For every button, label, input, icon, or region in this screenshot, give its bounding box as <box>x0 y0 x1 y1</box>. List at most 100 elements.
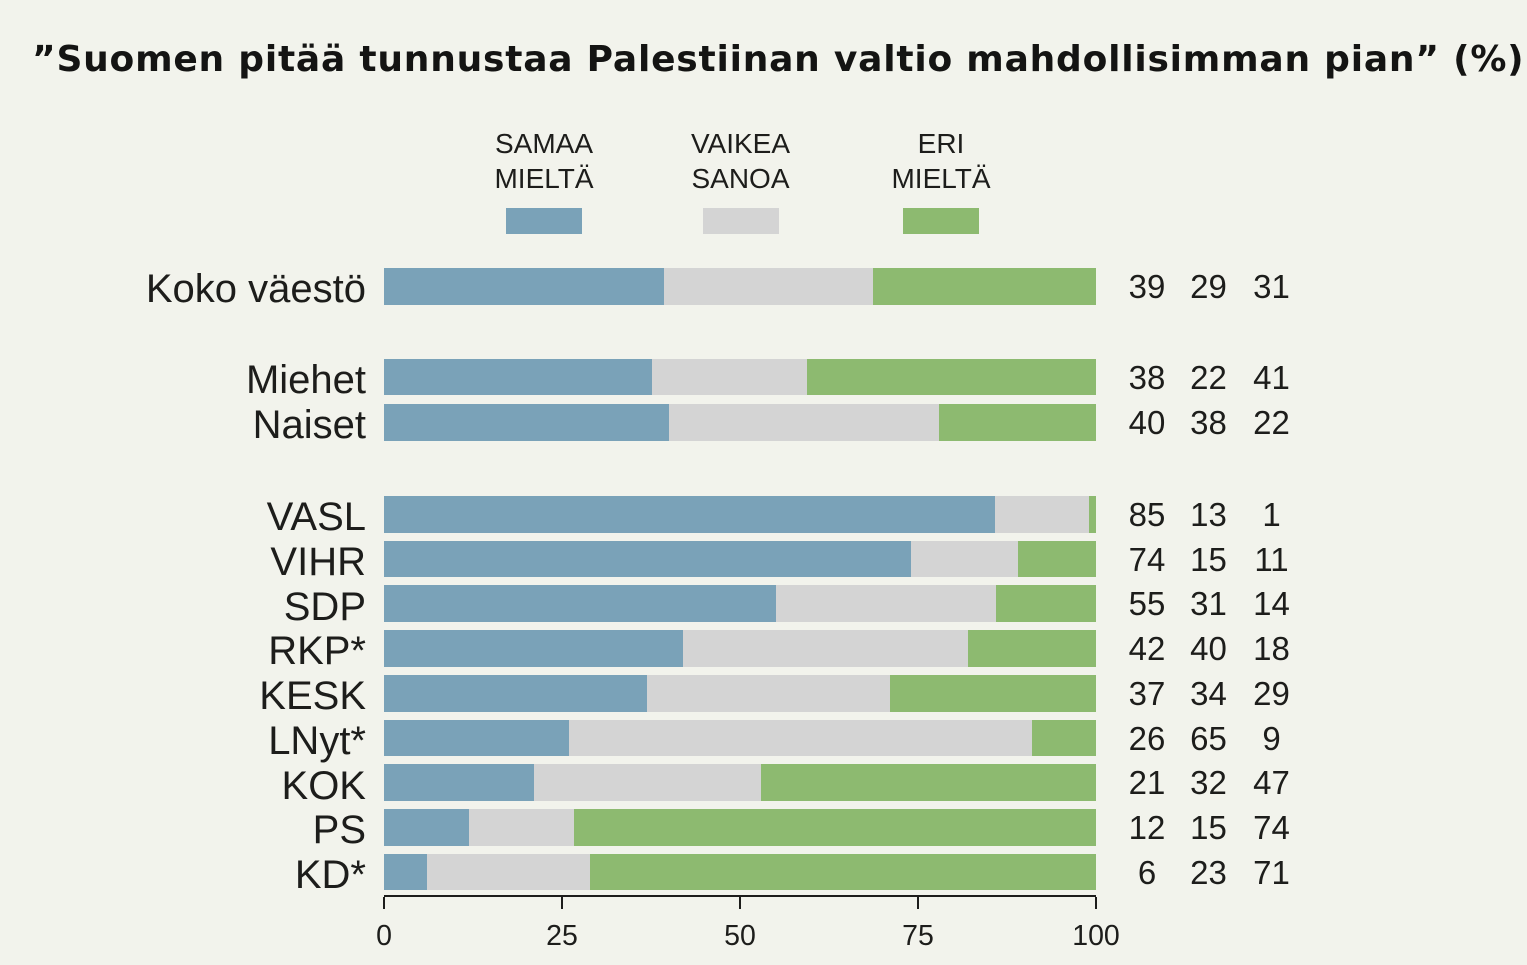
value-disagree: 11 <box>1254 540 1289 578</box>
value-agree: 21 <box>1128 764 1166 802</box>
bar-segment-disagree <box>967 630 1096 667</box>
value-neutral: 15 <box>1190 540 1227 578</box>
legend-label: ERI <box>917 128 965 159</box>
row-label-kokovest: Koko väestö <box>145 267 366 312</box>
value-agree: 37 <box>1128 674 1166 712</box>
bar-segment-neutral <box>995 496 1089 533</box>
bar-segment-disagree <box>873 268 1096 305</box>
value-disagree: 14 <box>1253 585 1290 623</box>
value-agree: 38 <box>1128 358 1166 396</box>
x-axis-tick-label: 0 <box>376 920 392 952</box>
legend-label: MIELTÄ <box>891 162 991 194</box>
x-axis-tick-label: 25 <box>546 920 578 952</box>
bar-segment-neutral <box>426 853 591 891</box>
bar-segment-neutral <box>910 540 1018 578</box>
bar-segment-neutral <box>668 404 940 441</box>
value-disagree: 74 <box>1253 809 1290 847</box>
bar-segment-neutral <box>775 585 997 623</box>
row-label-vihr: VIHR <box>270 539 366 584</box>
value-disagree: 1 <box>1262 496 1281 533</box>
value-disagree: 41 <box>1253 358 1290 396</box>
bar-segment-agree <box>384 404 669 441</box>
x-axis-tick-label: 100 <box>1072 920 1120 952</box>
bar-rkp <box>384 630 1096 667</box>
bar-segment-disagree <box>761 764 1096 801</box>
value-neutral: 38 <box>1190 404 1227 442</box>
x-axis-tick <box>1094 896 1098 909</box>
legend-item-neutral: VAIKEA SANOA <box>631 127 851 196</box>
value-neutral: 15 <box>1190 809 1227 847</box>
bar-segment-disagree <box>889 674 1096 712</box>
bar-segment-agree <box>384 540 911 578</box>
row-label-naiset: Naiset <box>252 403 366 448</box>
bar-segment-neutral <box>683 630 968 667</box>
bar-ps <box>384 809 1096 846</box>
row-label-vasl: VASL <box>266 495 366 540</box>
value-agree: 42 <box>1128 630 1166 668</box>
bar-segment-neutral <box>468 809 575 846</box>
x-axis-tick-label: 50 <box>724 920 756 952</box>
row-label-sdp: SDP <box>283 584 366 629</box>
value-agree: 55 <box>1128 585 1166 623</box>
bar-kesk <box>384 674 1096 712</box>
x-axis-tick <box>382 896 386 909</box>
row-label-miehet: Miehet <box>245 358 366 403</box>
bar-kok <box>384 764 1096 801</box>
bar-kokovest <box>384 268 1096 305</box>
value-agree: 26 <box>1128 719 1166 757</box>
value-agree: 39 <box>1128 268 1166 305</box>
x-axis-tick <box>916 896 920 909</box>
value-neutral: 13 <box>1190 496 1227 533</box>
value-agree: 6 <box>1137 853 1157 891</box>
bar-segment-neutral <box>533 764 762 801</box>
legend-swatch-disagree <box>903 208 979 234</box>
legend-swatch-agree <box>506 208 582 234</box>
legend-label: VAIKEA <box>690 128 791 159</box>
value-disagree: 31 <box>1253 268 1290 305</box>
bar-segment-disagree <box>590 853 1096 891</box>
value-agree: 74 <box>1128 540 1166 578</box>
bar-segment-disagree <box>1088 496 1096 533</box>
x-axis-line <box>384 894 1096 897</box>
legend-label: SAMAA <box>494 128 594 159</box>
value-agree: 40 <box>1128 404 1166 442</box>
value-disagree: 71 <box>1253 853 1290 891</box>
value-agree: 12 <box>1128 809 1166 847</box>
bar-miehet <box>384 358 1096 396</box>
bar-vasl <box>384 496 1096 533</box>
legend-swatch-neutral <box>702 208 779 234</box>
bar-segment-agree <box>384 674 648 712</box>
value-neutral: 29 <box>1190 268 1227 305</box>
bar-kd <box>384 853 1096 891</box>
bar-lnyt <box>384 719 1096 757</box>
x-axis-tick-label: 75 <box>902 920 934 952</box>
value-neutral: 40 <box>1190 630 1227 668</box>
row-label-kok: KOK <box>281 763 366 808</box>
bar-segment-agree <box>384 809 469 846</box>
value-disagree: 18 <box>1253 630 1290 668</box>
value-disagree: 47 <box>1253 764 1290 802</box>
bar-segment-neutral <box>647 674 890 712</box>
row-label-kesk: KESK <box>259 674 366 719</box>
value-disagree: 29 <box>1253 674 1290 712</box>
value-neutral: 22 <box>1190 358 1227 396</box>
bar-segment-disagree <box>574 809 1096 846</box>
bar-segment-disagree <box>996 585 1096 623</box>
value-neutral: 23 <box>1190 853 1227 891</box>
bar-naiset <box>384 404 1096 441</box>
bar-vihr <box>384 540 1096 578</box>
legend-item-disagree: ERI MIELTÄ <box>831 127 1051 196</box>
value-neutral: 32 <box>1190 764 1227 802</box>
bar-segment-neutral <box>651 358 807 396</box>
value-neutral: 65 <box>1190 719 1227 757</box>
value-neutral: 34 <box>1190 674 1227 712</box>
bar-segment-agree <box>384 853 427 891</box>
bar-segment-agree <box>384 358 652 396</box>
row-label-ps: PS <box>312 808 366 853</box>
legend-label: MIELTÄ <box>494 162 594 194</box>
row-label-kd: KD* <box>294 853 366 898</box>
bar-segment-agree <box>384 268 665 305</box>
value-disagree: 22 <box>1253 404 1290 442</box>
value-agree: 85 <box>1128 496 1166 533</box>
